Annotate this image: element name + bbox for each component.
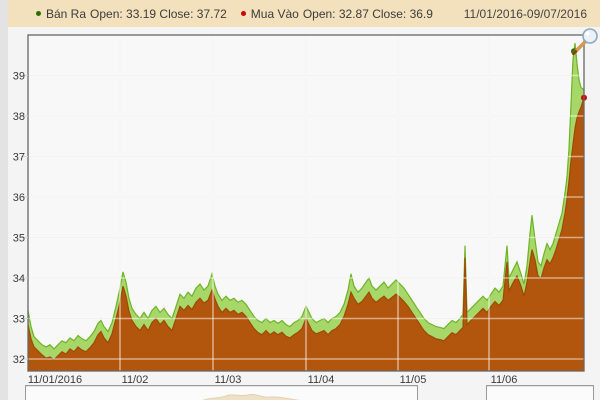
buy-area [28, 97, 584, 372]
legend-values: Open: 32.87 Close: 36.9 [302, 6, 433, 21]
y-axis-label: 36 [13, 192, 25, 204]
x-axis-label: 11/02 [122, 374, 149, 386]
price-chart-plot[interactable]: 32 33 34 35 36 37 38 39 11/01/2016 11/02 11/03 11/0… [0, 27, 600, 400]
navigator-range-box[interactable] [25, 385, 418, 400]
legend-label: Mua Vào [250, 6, 299, 21]
legend-dot-icon [240, 11, 246, 16]
x-axis-label: 11/01/2016 [28, 374, 82, 386]
y-axis-label: 32 [13, 354, 25, 366]
y-axis-label: 37 [13, 152, 25, 164]
buy-line [27, 97, 585, 361]
legend-bar: Bán Ra Open: 33.19 Close: 37.72 Mua Vào … [8, 0, 600, 27]
zoom-out-icon[interactable] [571, 28, 598, 56]
zoom-out-icon-part [585, 31, 590, 36]
x-axis-label: 11/04 [308, 374, 335, 386]
date-range-label: 11/01/2016-09/07/2016 [463, 6, 587, 21]
navigator-preview [202, 394, 300, 400]
zoom-out-icon-part [582, 28, 598, 44]
legend-item-ban-ra[interactable]: Bán Ra Open: 33.19 Close: 37.72 [36, 7, 227, 21]
zoom-out-icon-part [571, 49, 578, 56]
legend-dot-icon [36, 11, 41, 16]
y-axis-label: 39 [13, 71, 25, 83]
navigator-handle-box[interactable] [486, 385, 594, 400]
y-axis-label: 38 [13, 111, 25, 123]
sell-line [27, 43, 585, 350]
y-axis-label: 35 [13, 233, 25, 245]
x-axis-label: 11/05 [400, 374, 427, 386]
y-axis-label: 33 [13, 314, 25, 326]
x-axis-label: 11/03 [215, 374, 242, 386]
y-axis-label: 34 [13, 273, 25, 285]
legend-label: Bán Ra [46, 6, 87, 21]
navigator-preview-area [202, 394, 300, 400]
legend-values: Open: 33.19 Close: 37.72 [90, 6, 227, 21]
plot-border [27, 34, 585, 372]
x-axis-label: 11/06 [491, 374, 518, 386]
legend-item-mua-vao[interactable]: Mua Vào Open: 32.87 Close: 36.9 [240, 6, 433, 21]
chart-panel: Bán Ra Open: 33.19 Close: 37.72 Mua Vào … [8, 0, 600, 400]
page-left-strip [0, 0, 8, 400]
